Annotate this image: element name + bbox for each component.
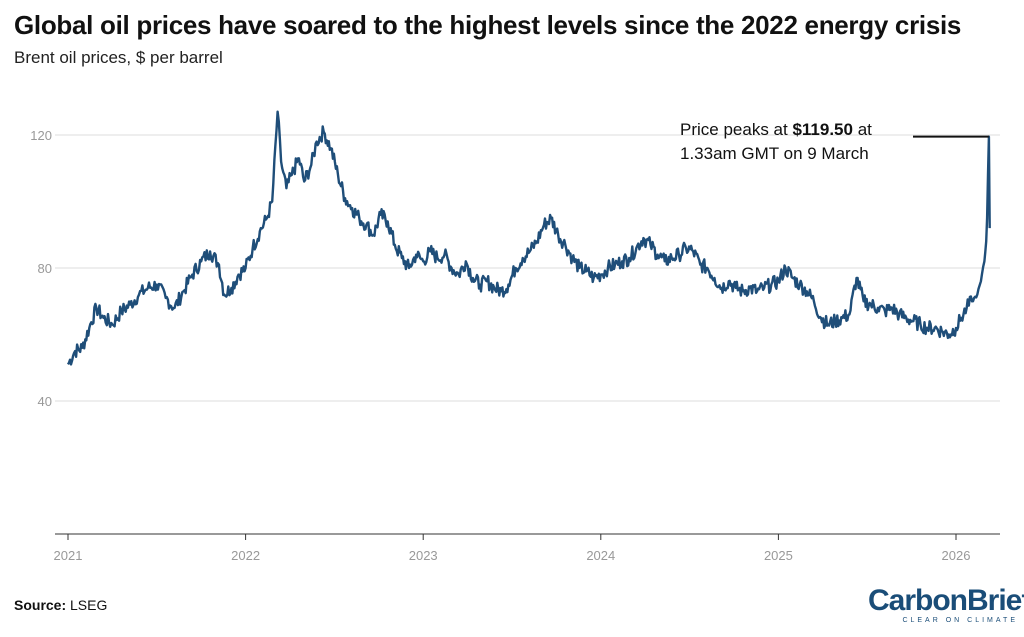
source-value: LSEG [70,597,108,613]
source-label: Source: [14,597,67,613]
annotation-suffix: at [852,120,872,139]
x-tick-label: 2023 [409,548,438,563]
peak-annotation: Price peaks at $119.50 at 1.33am GMT on … [680,118,872,166]
annotation-prefix: Price peaks at [680,120,793,139]
x-tick-label: 2026 [942,548,971,563]
source-note: Source: LSEG [14,597,107,613]
annotation-peak-value: $119.50 [792,120,853,139]
line-chart: 40 80 120 2021 2022 2023 2024 2025 2026 [30,110,1000,563]
brent-price-line [66,110,991,366]
logo-carbon: Carbon [868,584,968,617]
x-tick-label: 2024 [586,548,615,563]
logo-tagline: CLEAR ON CLIMATE [902,617,1018,624]
y-tick-label: 80 [38,261,52,276]
x-tick-label: 2021 [54,548,83,563]
x-tick-label: 2022 [231,548,260,563]
carbon-brief-logo: CarbonBrief CLEAR ON CLIMATE [868,584,1024,630]
y-tick-label: 120 [30,128,52,143]
page-subtitle: Brent oil prices, $ per barrel [14,48,223,67]
y-tick-label: 40 [38,394,52,409]
logo-brief: Brief [967,584,1024,617]
annotation-time: 1.33am GMT on 9 March [680,144,869,163]
x-tick-label: 2025 [764,548,793,563]
page-title: Global oil prices have soared to the hig… [14,10,962,40]
